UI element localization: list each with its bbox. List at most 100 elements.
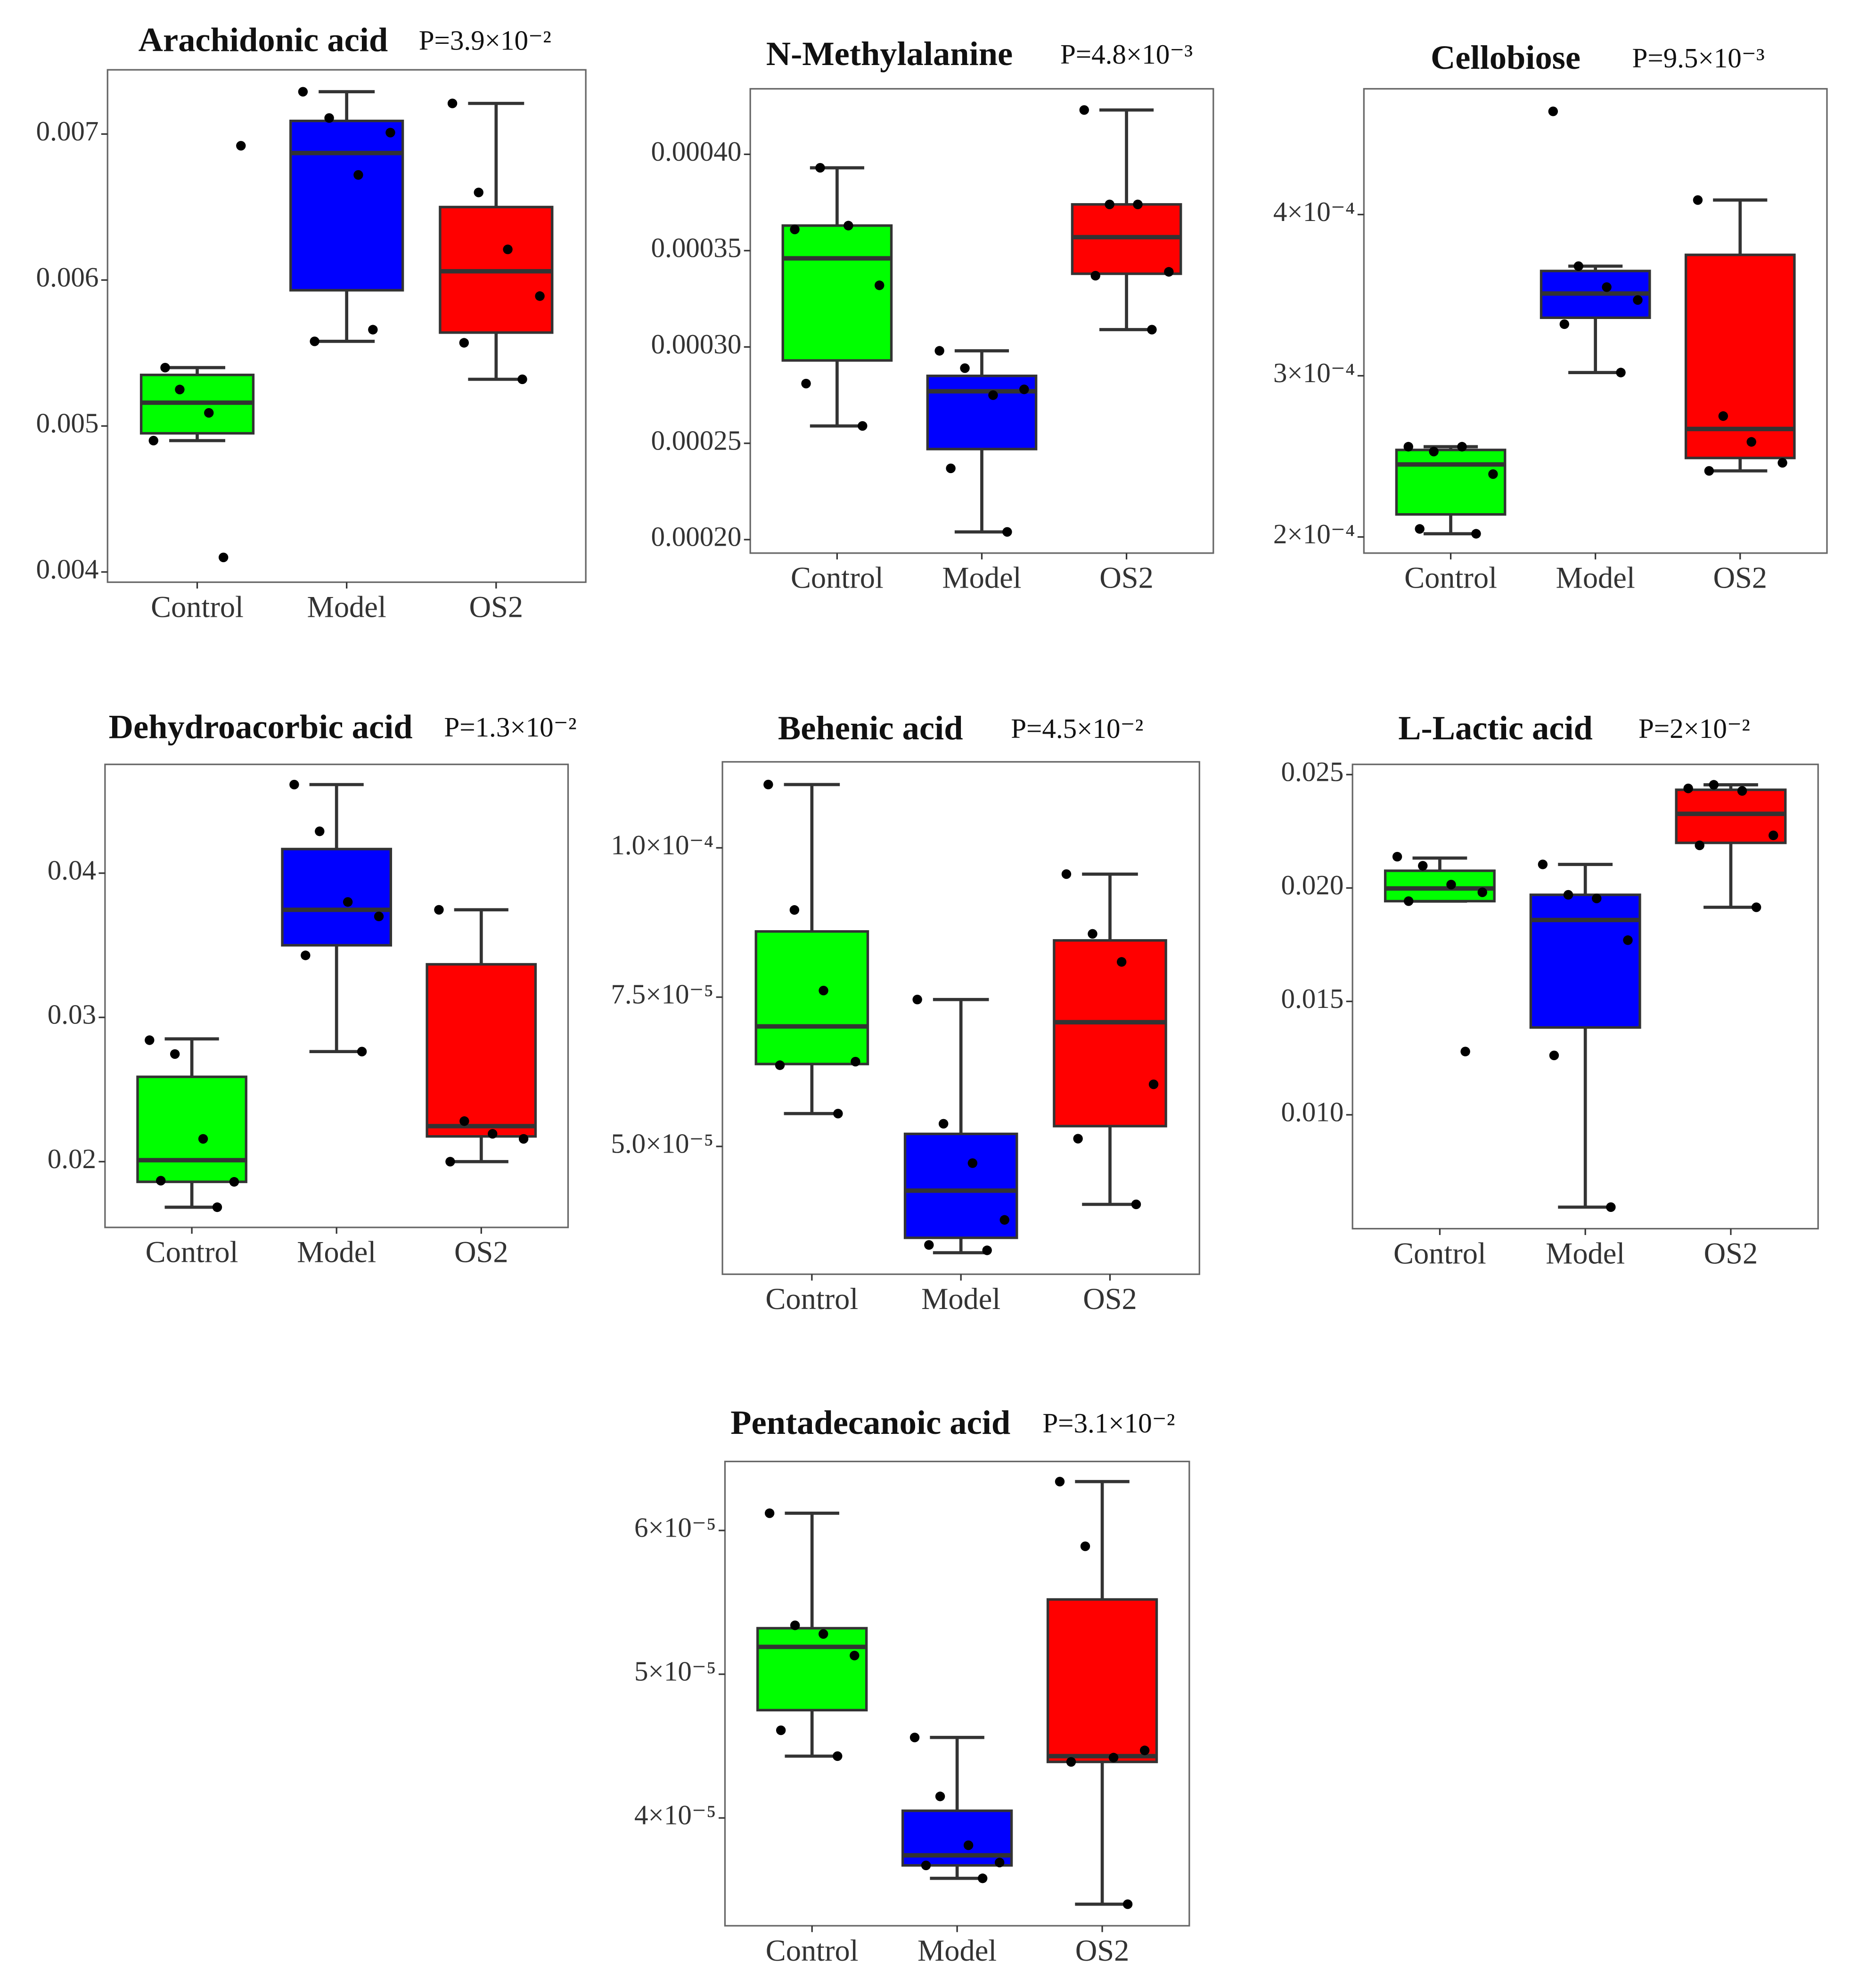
data-point <box>1019 385 1029 394</box>
x-tick-label: OS2 <box>1075 1934 1130 1967</box>
data-point <box>315 826 325 836</box>
data-point <box>833 1109 843 1119</box>
data-point <box>353 170 363 180</box>
data-point <box>819 986 828 996</box>
box <box>903 1132 1018 1239</box>
x-tick-label: OS2 <box>1713 561 1767 595</box>
data-point <box>459 338 469 348</box>
p-value: P=3.1×10⁻² <box>1042 1407 1175 1439</box>
data-point <box>298 87 308 97</box>
box <box>426 963 537 1138</box>
chart-title: Pentadecanoic acid <box>730 1403 1010 1441</box>
data-point <box>212 1202 222 1212</box>
box <box>289 119 404 292</box>
x-tick-label: Control <box>766 1934 859 1967</box>
data-point <box>921 1860 931 1871</box>
data-point <box>789 905 800 915</box>
chart-panel: Dehydroacorbic acid P=1.3×10⁻² 0.02 0.03 0.0… <box>48 707 577 1268</box>
data-point <box>357 1047 367 1056</box>
y-tick-label: 0.005 <box>36 408 99 439</box>
data-point <box>1079 105 1089 115</box>
data-point <box>1709 780 1719 790</box>
data-point <box>289 779 299 790</box>
data-point <box>912 995 922 1005</box>
data-point <box>1616 368 1626 377</box>
x-tick-label: Model <box>921 1282 1000 1316</box>
data-point <box>1392 851 1402 862</box>
data-point <box>301 950 311 960</box>
data-point <box>170 1049 180 1059</box>
data-point <box>844 221 853 230</box>
x-tick-label: Model <box>297 1235 376 1269</box>
y-tick-label: 7.5×10⁻⁵ <box>611 979 713 1010</box>
data-point <box>1695 840 1704 851</box>
chart-title: Cellobiose <box>1431 38 1581 76</box>
data-point <box>1633 295 1643 305</box>
y-tick-label: 4×10⁻⁵ <box>634 1800 716 1831</box>
data-point <box>1737 786 1747 796</box>
x-tick-label: Model <box>1546 1236 1625 1270</box>
y-tick-label: 0.00025 <box>651 425 741 456</box>
y-tick-label: 0.004 <box>36 553 99 584</box>
p-value: P=4.5×10⁻² <box>1011 713 1143 744</box>
data-point <box>1704 466 1714 476</box>
box <box>281 848 393 947</box>
data-point <box>819 1629 828 1639</box>
data-point <box>160 362 170 373</box>
data-point <box>850 1651 860 1661</box>
data-point <box>204 408 214 418</box>
data-point <box>994 1857 1005 1867</box>
data-point <box>1090 270 1100 281</box>
data-point <box>1415 524 1425 534</box>
y-tick-label: 0.00020 <box>651 521 741 552</box>
data-point <box>775 1060 785 1070</box>
data-point <box>1718 411 1728 421</box>
data-point <box>1559 319 1569 329</box>
data-point <box>175 385 185 394</box>
p-value: P=1.3×10⁻² <box>444 712 576 743</box>
y-tick-label: 0.010 <box>1281 1096 1343 1127</box>
data-point <box>1105 199 1114 209</box>
data-point <box>218 552 229 563</box>
box <box>1684 254 1796 459</box>
y-tick-label: 0.007 <box>36 115 99 147</box>
chart-panel: Behenic acid P=4.5×10⁻² 5.0×10⁻⁵ 7.5×10⁻⁵ 1.… <box>611 709 1200 1316</box>
box <box>136 1075 247 1183</box>
x-tick-label: Control <box>1393 1236 1486 1270</box>
data-point <box>517 374 527 385</box>
y-tick-label: 0.02 <box>48 1143 96 1174</box>
x-tick-label: Model <box>917 1934 997 1967</box>
data-point <box>374 911 384 922</box>
data-point <box>229 1177 239 1187</box>
data-point <box>1108 1752 1119 1763</box>
data-point <box>1133 199 1143 209</box>
p-value: P=9.5×10⁻³ <box>1632 42 1765 74</box>
data-point <box>1769 830 1778 841</box>
data-point <box>156 1176 166 1186</box>
y-tick-label: 0.006 <box>36 262 99 293</box>
y-tick-label: 0.03 <box>48 999 96 1030</box>
data-point <box>1746 437 1756 447</box>
chart-panel: Arachidonic acid P=3.9×10⁻² 0.004 0.005 0.00… <box>36 20 587 623</box>
data-point <box>1548 106 1558 116</box>
data-point <box>1418 861 1428 871</box>
box <box>1675 788 1787 844</box>
box <box>1529 893 1641 1029</box>
box <box>1046 1598 1158 1763</box>
data-point <box>198 1134 208 1144</box>
data-point <box>1777 458 1787 468</box>
data-point <box>343 897 353 907</box>
data-point <box>935 1792 945 1801</box>
data-point <box>999 1215 1009 1225</box>
box <box>1053 939 1167 1128</box>
x-tick-label: OS2 <box>1083 1282 1137 1316</box>
data-point <box>503 245 513 254</box>
data-point <box>982 1245 992 1255</box>
chart-title: L-Lactic acid <box>1398 709 1593 747</box>
data-point <box>368 325 378 335</box>
y-tick-label: 5.0×10⁻⁵ <box>611 1128 713 1159</box>
y-tick-label: 4×10⁻⁴ <box>1273 196 1355 227</box>
data-point <box>1477 887 1487 897</box>
data-point <box>790 224 800 235</box>
data-point <box>447 98 458 108</box>
